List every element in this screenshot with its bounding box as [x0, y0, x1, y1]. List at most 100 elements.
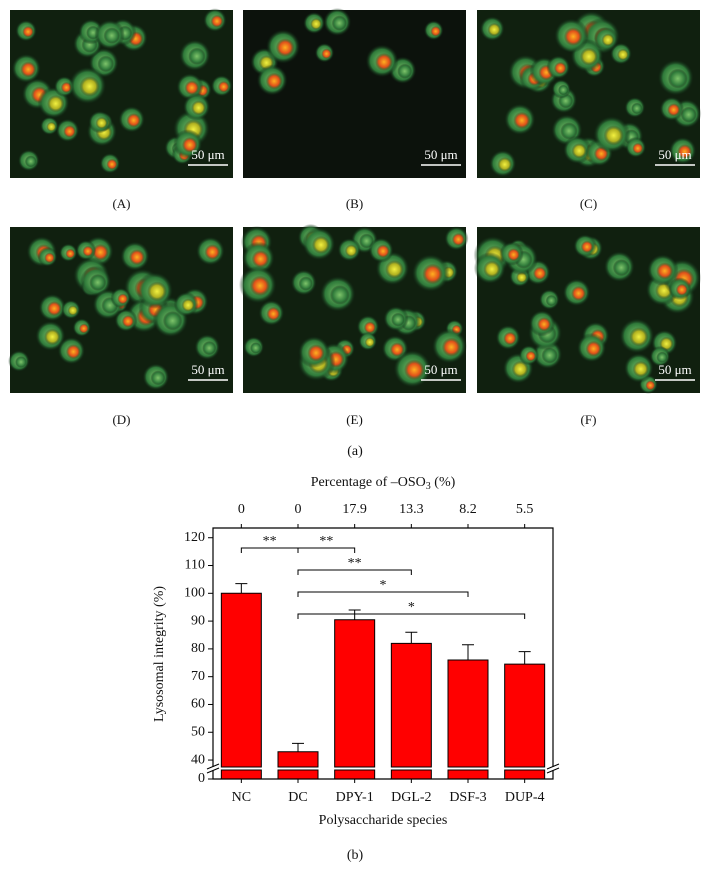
- cell-core: [541, 347, 558, 364]
- cell-core: [95, 116, 108, 130]
- top-tick-label: 0: [295, 502, 302, 517]
- cell-core: [397, 63, 413, 79]
- bar: [390, 642, 432, 780]
- axis-break: [546, 763, 560, 774]
- cell-core: [249, 275, 271, 297]
- cell-core: [525, 350, 537, 362]
- error-bar: [348, 609, 361, 620]
- cell-core: [580, 240, 594, 254]
- cell-core: [391, 312, 405, 327]
- cell-core: [67, 305, 79, 316]
- cell-core: [126, 113, 141, 128]
- cell-core: [558, 84, 569, 96]
- error-bar: [235, 583, 248, 594]
- scale-bar-label: 50 μm: [658, 147, 691, 162]
- cell-core: [310, 18, 323, 30]
- y-tick-label: 60: [191, 697, 205, 712]
- y-tick-label: 100: [184, 586, 205, 601]
- cell-core: [147, 281, 167, 302]
- cell-core: [545, 294, 557, 307]
- cell-core: [389, 342, 405, 357]
- cell-core: [78, 323, 89, 334]
- cell-core: [513, 111, 531, 129]
- cell-core: [79, 76, 100, 97]
- cell-core: [191, 100, 207, 116]
- significance-label: **: [348, 556, 362, 571]
- cell-core: [217, 80, 230, 93]
- top-axis-title-unit: (%): [431, 475, 456, 490]
- cell-core: [629, 327, 649, 347]
- cell-core: [106, 158, 118, 170]
- cell-core: [560, 122, 578, 140]
- cell-core: [311, 235, 330, 254]
- cell-core: [275, 38, 295, 57]
- cell-core: [298, 276, 313, 291]
- cell-core: [631, 102, 643, 115]
- panel-label: (A): [112, 196, 130, 211]
- scale-bar-label: 50 μm: [424, 147, 457, 162]
- significance-label: **: [263, 534, 277, 549]
- cell-core: [617, 48, 629, 61]
- cell-core: [47, 94, 65, 113]
- cell-core: [612, 259, 630, 277]
- cell-core: [487, 22, 501, 37]
- x-tick-label: DC: [288, 790, 307, 805]
- cell-core: [645, 380, 656, 391]
- cell-core: [344, 244, 358, 258]
- cell-core: [579, 47, 598, 66]
- cell-core: [553, 61, 567, 75]
- top-tick-label: 8.2: [459, 502, 477, 517]
- error-bar: [462, 644, 474, 661]
- cell-core: [532, 266, 547, 281]
- cell-core: [511, 360, 529, 378]
- caption-b: (b): [347, 848, 364, 863]
- y-tick-label: 90: [191, 613, 205, 628]
- cell-core: [265, 72, 283, 90]
- cell-core: [603, 125, 624, 146]
- cell-core: [375, 53, 393, 71]
- cell-core: [44, 252, 55, 264]
- cell-core: [632, 360, 649, 378]
- cell-core: [181, 137, 198, 153]
- cell-core: [65, 248, 76, 259]
- panel-label: (F): [581, 412, 597, 427]
- micrographs: 50 μm 50 μm 50 μm 50 μm 50 μm 50 μm: [8, 7, 702, 394]
- cell-core: [250, 342, 262, 354]
- cell-core: [507, 248, 521, 262]
- cell-core: [364, 337, 375, 348]
- cell-core: [181, 298, 195, 312]
- error-bar: [405, 631, 418, 644]
- cell-core: [571, 285, 587, 301]
- x-tick-label: DUP-4: [505, 790, 545, 805]
- cell-core: [497, 157, 513, 172]
- x-axis-title: Polysaccharide species: [319, 813, 448, 828]
- cell-core: [117, 293, 129, 305]
- bar: [504, 663, 546, 780]
- significance-bracket: [297, 547, 356, 553]
- y-axis-title: Lysosomal integrity (%): [152, 586, 167, 722]
- cell-core: [430, 25, 442, 37]
- cell-core: [321, 48, 332, 60]
- cell-core: [65, 344, 81, 360]
- cell-core: [451, 232, 465, 246]
- cell-core: [536, 317, 552, 332]
- scale-bar-label: 50 μm: [658, 362, 691, 377]
- cell-core: [404, 359, 425, 381]
- cell-core: [150, 370, 166, 386]
- cell-core: [202, 341, 217, 356]
- cell-core: [103, 27, 120, 44]
- cell-core: [675, 283, 689, 296]
- cell-core: [266, 306, 281, 321]
- cell-core: [601, 33, 615, 47]
- cell-core: [15, 356, 27, 368]
- y-tick-label: 120: [184, 530, 205, 545]
- cell-core: [24, 155, 37, 168]
- scale-bar-label: 50 μm: [191, 147, 224, 162]
- x-tick-label: NC: [232, 790, 251, 805]
- y-tick-label: 50: [191, 724, 205, 739]
- error-bar: [292, 742, 304, 752]
- cell-core: [184, 80, 200, 96]
- cell-core: [162, 311, 183, 331]
